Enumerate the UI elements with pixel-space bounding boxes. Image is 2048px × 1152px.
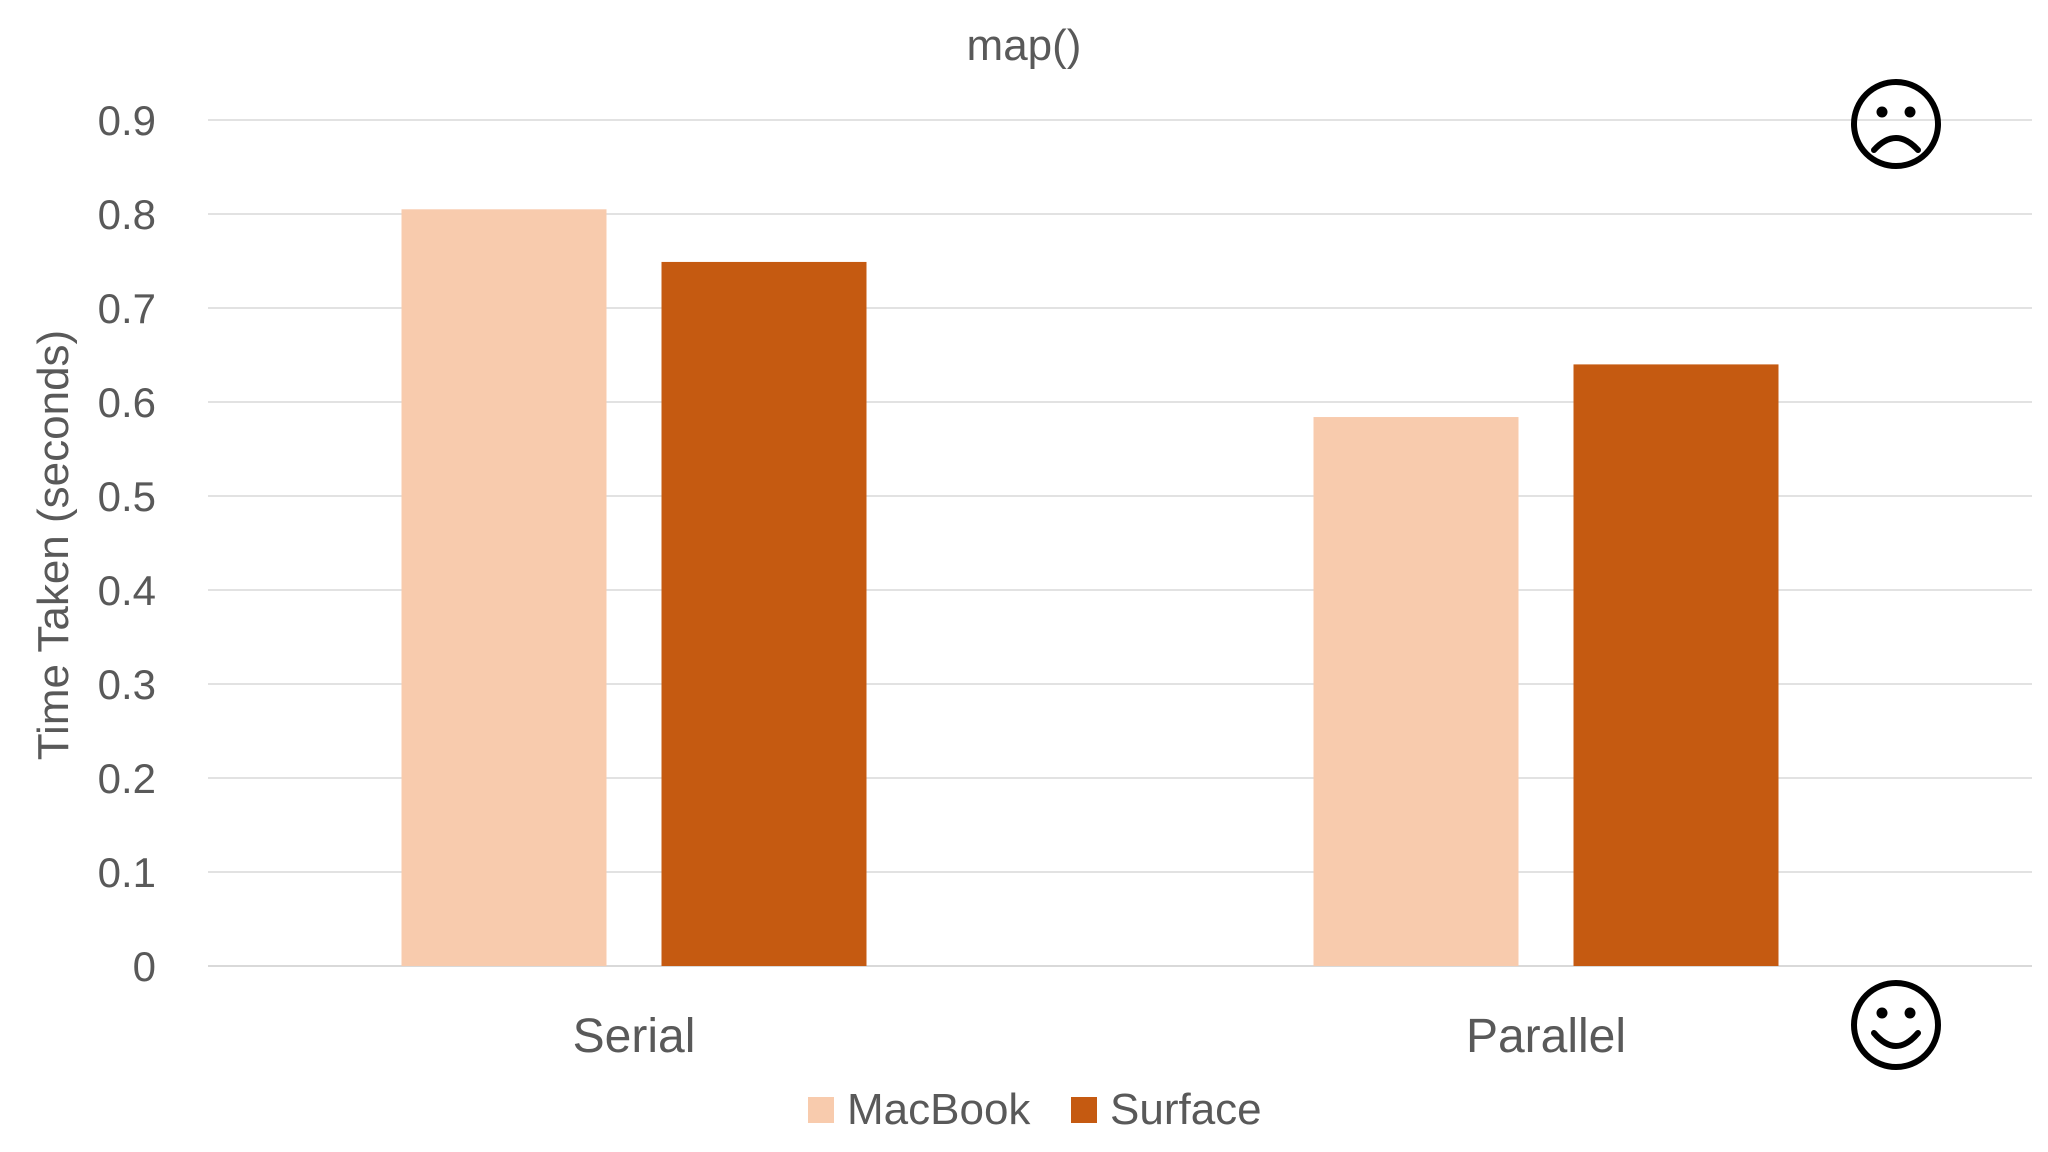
chart-title: map() [967, 21, 1082, 70]
y-tick-label: 0.7 [98, 285, 156, 332]
y-tick-label: 0.9 [98, 97, 156, 144]
x-category-label: Parallel [1466, 1010, 1626, 1063]
y-tick-label: 0.5 [98, 473, 156, 520]
bars [401, 209, 1779, 967]
y-tick-label: 0.6 [98, 379, 156, 426]
legend-label-macbook: MacBook [847, 1085, 1031, 1134]
y-tick-label: 0.3 [98, 661, 156, 708]
legend-swatch-surface [1071, 1097, 1097, 1123]
legend: MacBook Surface [808, 1085, 1262, 1134]
x-axis-categories: Serial Parallel [573, 1010, 1626, 1063]
y-tick-label: 0 [133, 943, 156, 990]
bar-macbook-serial [401, 209, 607, 967]
legend-label-surface: Surface [1110, 1085, 1262, 1134]
y-tick-label: 0.4 [98, 567, 156, 614]
y-tick-label: 0.8 [98, 191, 156, 238]
x-category-label: Serial [573, 1010, 696, 1063]
y-tick-label: 0.1 [98, 849, 156, 896]
y-axis-ticks: 0 0.1 0.2 0.3 0.4 0.5 0.6 0.7 0.8 0.9 [98, 97, 156, 990]
smile-icon [1851, 980, 1941, 1070]
bar-macbook-parallel [1313, 417, 1519, 966]
y-axis-label: Time Taken (seconds) [29, 330, 78, 760]
frown-icon [1851, 79, 1941, 169]
bar-surface-serial [661, 261, 867, 966]
annotations [1851, 79, 1941, 1070]
bar-surface-parallel [1573, 364, 1779, 966]
y-tick-label: 0.2 [98, 755, 156, 802]
legend-swatch-macbook [808, 1097, 834, 1123]
